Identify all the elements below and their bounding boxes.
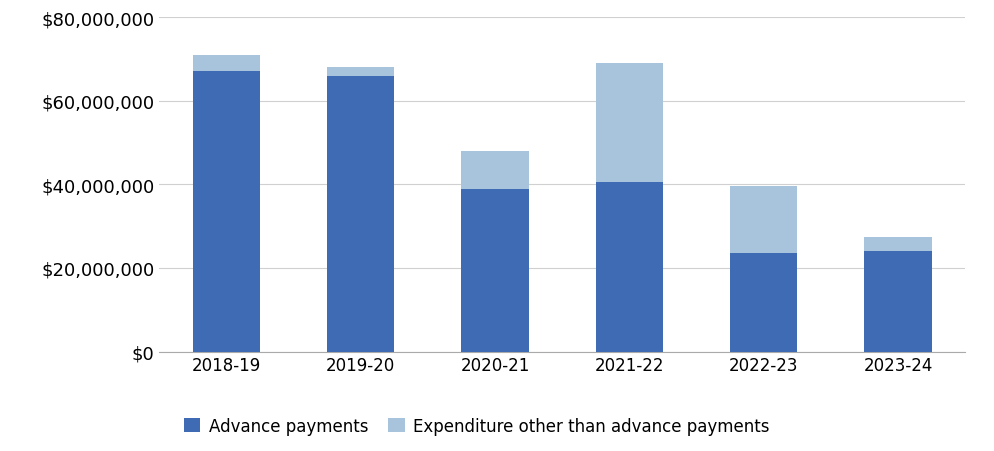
Bar — [327, 68, 394, 77]
Bar — [193, 72, 259, 352]
Bar — [193, 55, 259, 72]
Bar — [461, 189, 528, 352]
Bar — [595, 183, 662, 352]
Bar — [595, 64, 662, 183]
Bar — [461, 152, 528, 189]
Bar — [327, 77, 394, 352]
Bar — [730, 187, 796, 254]
Bar — [864, 237, 930, 252]
Legend: Advance payments, Expenditure other than advance payments: Advance payments, Expenditure other than… — [184, 417, 769, 435]
Bar — [730, 254, 796, 352]
Bar — [864, 252, 930, 352]
